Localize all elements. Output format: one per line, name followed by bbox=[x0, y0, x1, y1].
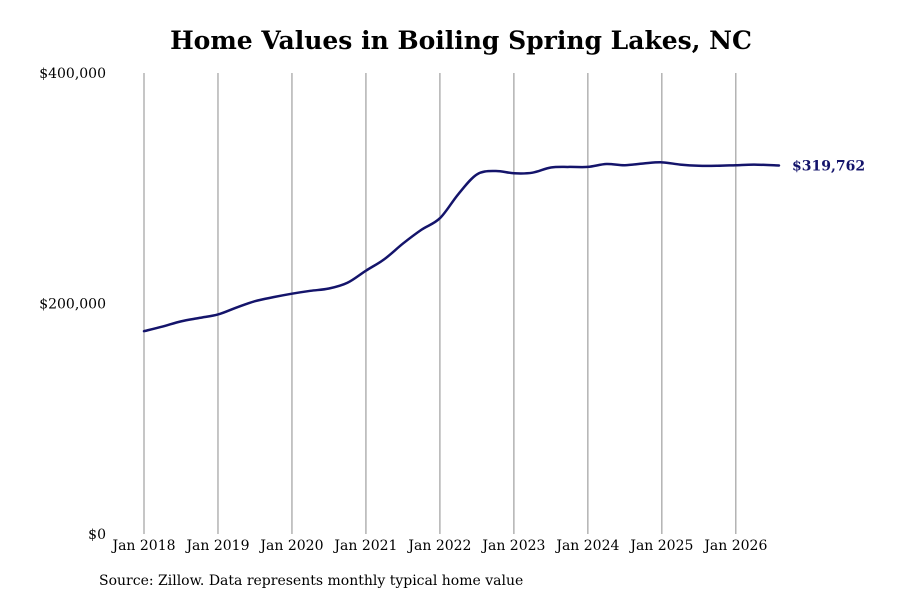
x-tick-label: Jan 2024 bbox=[554, 538, 619, 554]
y-tick-label: $0 bbox=[88, 527, 106, 543]
x-tick-label: Jan 2021 bbox=[332, 538, 397, 554]
x-tick-label: Jan 2025 bbox=[628, 538, 693, 554]
home-value-line bbox=[142, 161, 781, 333]
y-axis-ticks: $0 $200,000 $400,000 bbox=[39, 66, 106, 543]
source-note: Source: Zillow. Data represents monthly … bbox=[99, 573, 524, 589]
x-tick-label: Jan 2019 bbox=[184, 538, 249, 554]
x-tick-label: Jan 2022 bbox=[406, 538, 471, 554]
x-axis-ticks: Jan 2018 Jan 2019 Jan 2020 Jan 2021 Jan 2022… bbox=[110, 538, 767, 554]
end-value-label: $319,762 bbox=[792, 158, 865, 174]
grid-lines bbox=[143, 73, 737, 534]
x-tick-label: Jan 2020 bbox=[258, 538, 323, 554]
x-tick-label: Jan 2026 bbox=[702, 538, 767, 554]
x-tick-label: Jan 2023 bbox=[480, 538, 545, 554]
y-tick-label: $200,000 bbox=[39, 297, 106, 313]
y-tick-label: $400,000 bbox=[39, 66, 106, 82]
series-layer: $319,762 bbox=[142, 158, 865, 333]
chart-title: Home Values in Boiling Spring Lakes, NC bbox=[170, 26, 752, 55]
x-tick-label: Jan 2018 bbox=[110, 538, 175, 554]
